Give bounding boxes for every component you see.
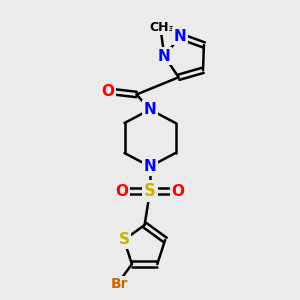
Text: N: N [174, 29, 186, 44]
Text: N: N [144, 159, 156, 174]
Text: N: N [144, 102, 156, 117]
Text: O: O [101, 84, 115, 99]
Text: O: O [171, 184, 184, 199]
Text: Br: Br [111, 277, 128, 291]
Text: O: O [116, 184, 129, 199]
Text: S: S [144, 182, 156, 200]
Text: CH₃: CH₃ [149, 21, 174, 34]
Text: N: N [158, 49, 171, 64]
Text: S: S [118, 232, 130, 247]
